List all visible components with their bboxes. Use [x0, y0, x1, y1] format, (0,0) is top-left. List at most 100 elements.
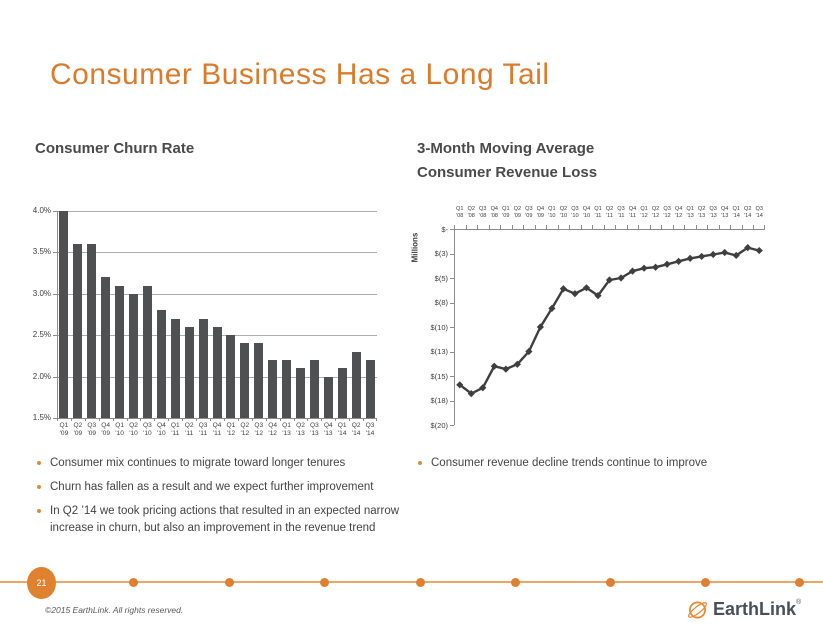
x-axis-label: Q2'12 [649, 206, 662, 220]
x-axis-label-quarter: Q4 [323, 422, 333, 429]
x-axis-tick [557, 225, 559, 229]
x-axis-label: Q4'09 [99, 422, 113, 437]
bar [226, 335, 236, 418]
x-axis-label-year: '11 [199, 429, 208, 437]
y-axis-label: 2.0% [32, 371, 51, 381]
y-axis-label: $(8) [434, 298, 448, 307]
x-axis-label: Q1'12 [638, 206, 651, 220]
bullet-text: Consumer mix continues to migrate toward… [50, 457, 346, 469]
x-axis-label-quarter: Q1 [170, 422, 180, 429]
x-axis-label-quarter: Q2 [73, 422, 83, 429]
x-axis-tick [57, 418, 58, 421]
x-axis-tick [237, 418, 239, 421]
data-point-marker [709, 250, 717, 259]
x-axis-label-quarter: Q3 [254, 422, 264, 429]
x-axis-label-year: '11 [629, 213, 636, 219]
y-axis-tick [450, 376, 454, 377]
data-point-marker [698, 252, 706, 261]
x-axis-tick [661, 225, 663, 229]
bar [240, 343, 250, 418]
gridline [57, 252, 377, 254]
x-axis-label-quarter: Q1 [502, 206, 510, 212]
x-axis-label-quarter: Q2 [240, 422, 250, 429]
x-axis-tick [764, 225, 765, 229]
bar [59, 211, 69, 418]
x-axis-tick [546, 225, 548, 229]
x-axis-tick [603, 225, 605, 229]
bar [115, 285, 125, 418]
x-axis-tick [569, 225, 571, 229]
x-axis-tick [649, 225, 651, 229]
y-axis-line [57, 211, 58, 418]
x-axis-tick [592, 225, 594, 229]
x-axis-label-year: '14 [755, 213, 763, 219]
x-axis-label-quarter: Q1 [548, 206, 556, 212]
y-axis-tick [53, 252, 57, 254]
x-axis-label: Q2'11 [182, 422, 196, 437]
series-line [459, 246, 760, 395]
y-axis-tick [53, 376, 57, 378]
x-axis-label-quarter: Q2 [351, 422, 361, 429]
x-axis-label-quarter: Q1 [686, 206, 694, 212]
x-axis-label-year: '08 [456, 213, 464, 219]
x-axis-label: Q2'10 [127, 422, 141, 437]
x-axis-label: Q4'11 [210, 422, 224, 437]
earthlink-logo: EarthLink ® [686, 597, 801, 627]
x-axis-tick [500, 225, 502, 229]
x-axis-label: Q3'12 [661, 206, 674, 220]
x-axis-label-quarter: Q3 [143, 422, 152, 429]
list-item: Consumer mix continues to migrate toward… [36, 455, 400, 472]
y-axis-tick [53, 211, 57, 212]
bar [309, 360, 319, 418]
x-axis-tick [112, 418, 114, 421]
x-axis-label-year: '10 [115, 429, 124, 437]
x-axis-label-quarter: Q4 [156, 422, 166, 429]
x-axis-label-year: '10 [559, 213, 568, 219]
x-axis-label-quarter: Q1 [282, 422, 291, 429]
data-point-marker [663, 260, 671, 268]
x-axis-label-year: '12 [640, 213, 648, 219]
timeline-dot [606, 578, 615, 587]
x-axis-label-year: '12 [268, 429, 277, 437]
x-axis-label-year: '09 [502, 213, 510, 219]
bar [337, 368, 347, 418]
x-axis-label-year: '09 [525, 213, 533, 219]
bar [142, 285, 152, 418]
x-axis-label-year: '13 [282, 429, 291, 437]
x-axis-label: Q3'13 [707, 206, 720, 220]
x-axis-label-quarter: Q1 [115, 422, 124, 429]
x-axis-label-year: '08 [479, 213, 487, 219]
x-axis-label-year: '11 [212, 429, 222, 437]
bar [170, 318, 180, 418]
x-axis-label: Q3'10 [568, 206, 581, 220]
data-point-marker [490, 362, 498, 370]
data-point-marker [640, 264, 648, 272]
x-axis-label-year: '09 [101, 429, 110, 437]
x-axis-tick [376, 418, 377, 421]
x-axis-label: Q2'13 [695, 206, 708, 220]
x-axis-tick [638, 225, 640, 229]
x-axis-label-quarter: Q3 [709, 206, 717, 212]
list-item: Churn has fallen as a result and we expe… [36, 479, 400, 496]
x-axis-label-quarter: Q4 [628, 206, 637, 212]
revenue-chart-title-line1: 3-Month Moving Average [417, 140, 595, 157]
y-axis-label: 3.5% [32, 247, 51, 257]
x-axis-tick [140, 418, 142, 421]
x-axis-label: Q2'09 [511, 206, 524, 220]
y-axis-label: 4.0% [32, 206, 51, 215]
x-axis-label-year: '12 [651, 213, 660, 219]
x-axis-tick [265, 418, 267, 421]
x-axis-label-year: '14 [337, 429, 347, 437]
x-axis-tick [196, 418, 198, 421]
data-point-marker [536, 323, 544, 331]
x-axis-label-quarter: Q4 [212, 422, 222, 429]
bar [254, 343, 264, 418]
x-axis-label: Q1'13 [280, 422, 294, 437]
y-axis-tick [450, 425, 454, 426]
x-axis-label-year: '08 [490, 213, 498, 219]
x-axis-label-quarter: Q2 [467, 206, 475, 212]
x-axis-label: Q3'14 [753, 206, 766, 220]
x-axis-label: Q3'11 [196, 422, 210, 437]
y-axis-tick [53, 335, 57, 337]
